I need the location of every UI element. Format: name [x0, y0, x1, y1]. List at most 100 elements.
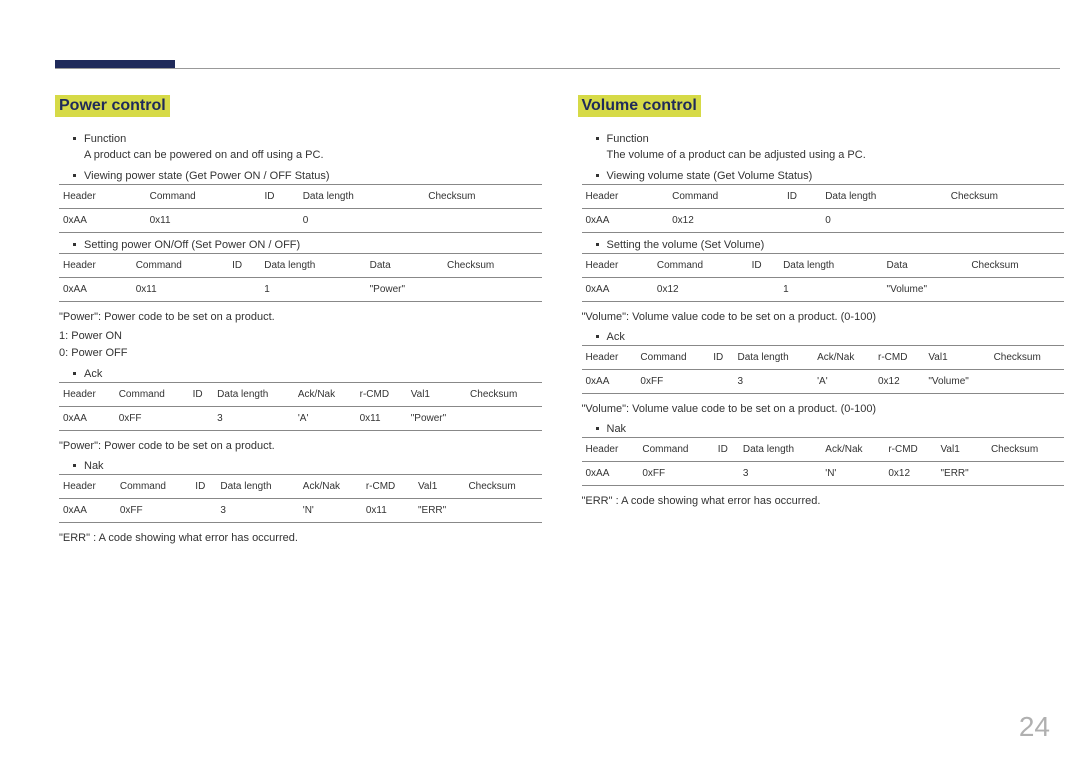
td [987, 462, 1064, 486]
td: 0xAA [582, 277, 653, 301]
bullet-set: Setting power ON/Off (Set Power ON / OFF… [73, 239, 538, 251]
td [261, 208, 299, 232]
bullet-icon [73, 243, 76, 246]
th: Val1 [924, 345, 989, 369]
bullet-label: Setting power ON/Off (Set Power ON / OFF… [84, 239, 300, 251]
header-accent [55, 60, 175, 68]
td: 3 [734, 369, 814, 393]
note-text: "ERR" : A code showing what error has oc… [59, 531, 538, 546]
td: 'N' [299, 499, 362, 523]
td: 0x11 [132, 277, 228, 301]
th: r-CMD [362, 475, 414, 499]
td [443, 277, 541, 301]
th: Checksum [466, 382, 541, 406]
td: 3 [213, 406, 294, 430]
th: Data length [779, 253, 882, 277]
th: Header [582, 345, 637, 369]
left-column: Power control Function A product can be … [55, 95, 538, 550]
bullet-ack: Ack [73, 368, 538, 380]
td: 0xAA [59, 499, 116, 523]
th: Checksum [947, 184, 1064, 208]
td: 'A' [813, 369, 874, 393]
td: 3 [216, 499, 298, 523]
bullet-label: Viewing volume state (Get Volume Status) [607, 170, 813, 182]
note-text: "Power": Power code to be set on a produ… [59, 439, 538, 454]
bullet-icon [73, 174, 76, 177]
bullet-set: Setting the volume (Set Volume) [596, 239, 1061, 251]
bullet-view: Viewing power state (Get Power ON / OFF … [73, 170, 538, 182]
th: Command [668, 184, 783, 208]
th: Ack/Nak [813, 345, 874, 369]
td: 0 [299, 208, 425, 232]
td: 0xFF [638, 462, 713, 486]
td: "Power" [366, 277, 443, 301]
note-text: "Volume": Volume value code to be set on… [582, 310, 1061, 325]
bullet-label: Function [607, 133, 649, 145]
th: r-CMD [884, 438, 936, 462]
td: 0xAA [59, 277, 132, 301]
th: Header [582, 253, 653, 277]
th: Header [582, 184, 669, 208]
th: ID [191, 475, 216, 499]
bullet-label: Nak [607, 423, 627, 435]
th: Val1 [414, 475, 464, 499]
td: 0xFF [115, 406, 189, 430]
th: Val1 [936, 438, 986, 462]
page-number: 24 [1019, 711, 1050, 743]
th: ID [783, 184, 821, 208]
th: Command [636, 345, 709, 369]
table-t2: Header Command ID Data length Data Check… [582, 253, 1065, 302]
th: Checksum [987, 438, 1064, 462]
th: Data length [299, 184, 425, 208]
table-t3: Header Command ID Data length Ack/Nak r-… [582, 345, 1065, 394]
th: Checksum [424, 184, 541, 208]
th: Header [59, 475, 116, 499]
td: 'N' [821, 462, 884, 486]
td: 1 [779, 277, 882, 301]
table-t4: Header Command ID Data length Ack/Nak r-… [59, 474, 542, 523]
td [464, 499, 541, 523]
th: Checksum [464, 475, 541, 499]
td [714, 462, 739, 486]
th: ID [748, 253, 779, 277]
td [947, 208, 1064, 232]
td: "ERR" [936, 462, 986, 486]
bullet-icon [73, 464, 76, 467]
td [990, 369, 1064, 393]
th: ID [714, 438, 739, 462]
th: Header [59, 184, 146, 208]
td: "ERR" [414, 499, 464, 523]
td: "Volume" [883, 277, 968, 301]
td: 0x11 [362, 499, 414, 523]
th: Data [366, 253, 443, 277]
td: 0xAA [59, 406, 115, 430]
th: Command [115, 382, 189, 406]
td [228, 277, 260, 301]
th: ID [709, 345, 733, 369]
bullet-nak: Nak [73, 460, 538, 472]
function-desc: The volume of a product can be adjusted … [607, 147, 1061, 164]
th: ID [228, 253, 260, 277]
th: Checksum [990, 345, 1064, 369]
bullet-label: Viewing power state (Get Power ON / OFF … [84, 170, 330, 182]
td [191, 499, 216, 523]
bullet-label: Ack [84, 368, 102, 380]
th: Data length [739, 438, 821, 462]
td: "Power" [407, 406, 466, 430]
td [466, 406, 541, 430]
th: ID [189, 382, 214, 406]
bullet-icon [596, 427, 599, 430]
th: Checksum [967, 253, 1064, 277]
td: 0xFF [636, 369, 709, 393]
td [709, 369, 733, 393]
td: 0x12 [668, 208, 783, 232]
td: 0x11 [146, 208, 261, 232]
th: Command [653, 253, 748, 277]
td: 0xAA [582, 462, 639, 486]
td: 0x12 [653, 277, 748, 301]
td: 0x11 [356, 406, 407, 430]
note-text: "Volume": Volume value code to be set on… [582, 402, 1061, 417]
bullet-label: Function [84, 133, 126, 145]
right-column: Volume control Function The volume of a … [578, 95, 1061, 550]
th: ID [261, 184, 299, 208]
